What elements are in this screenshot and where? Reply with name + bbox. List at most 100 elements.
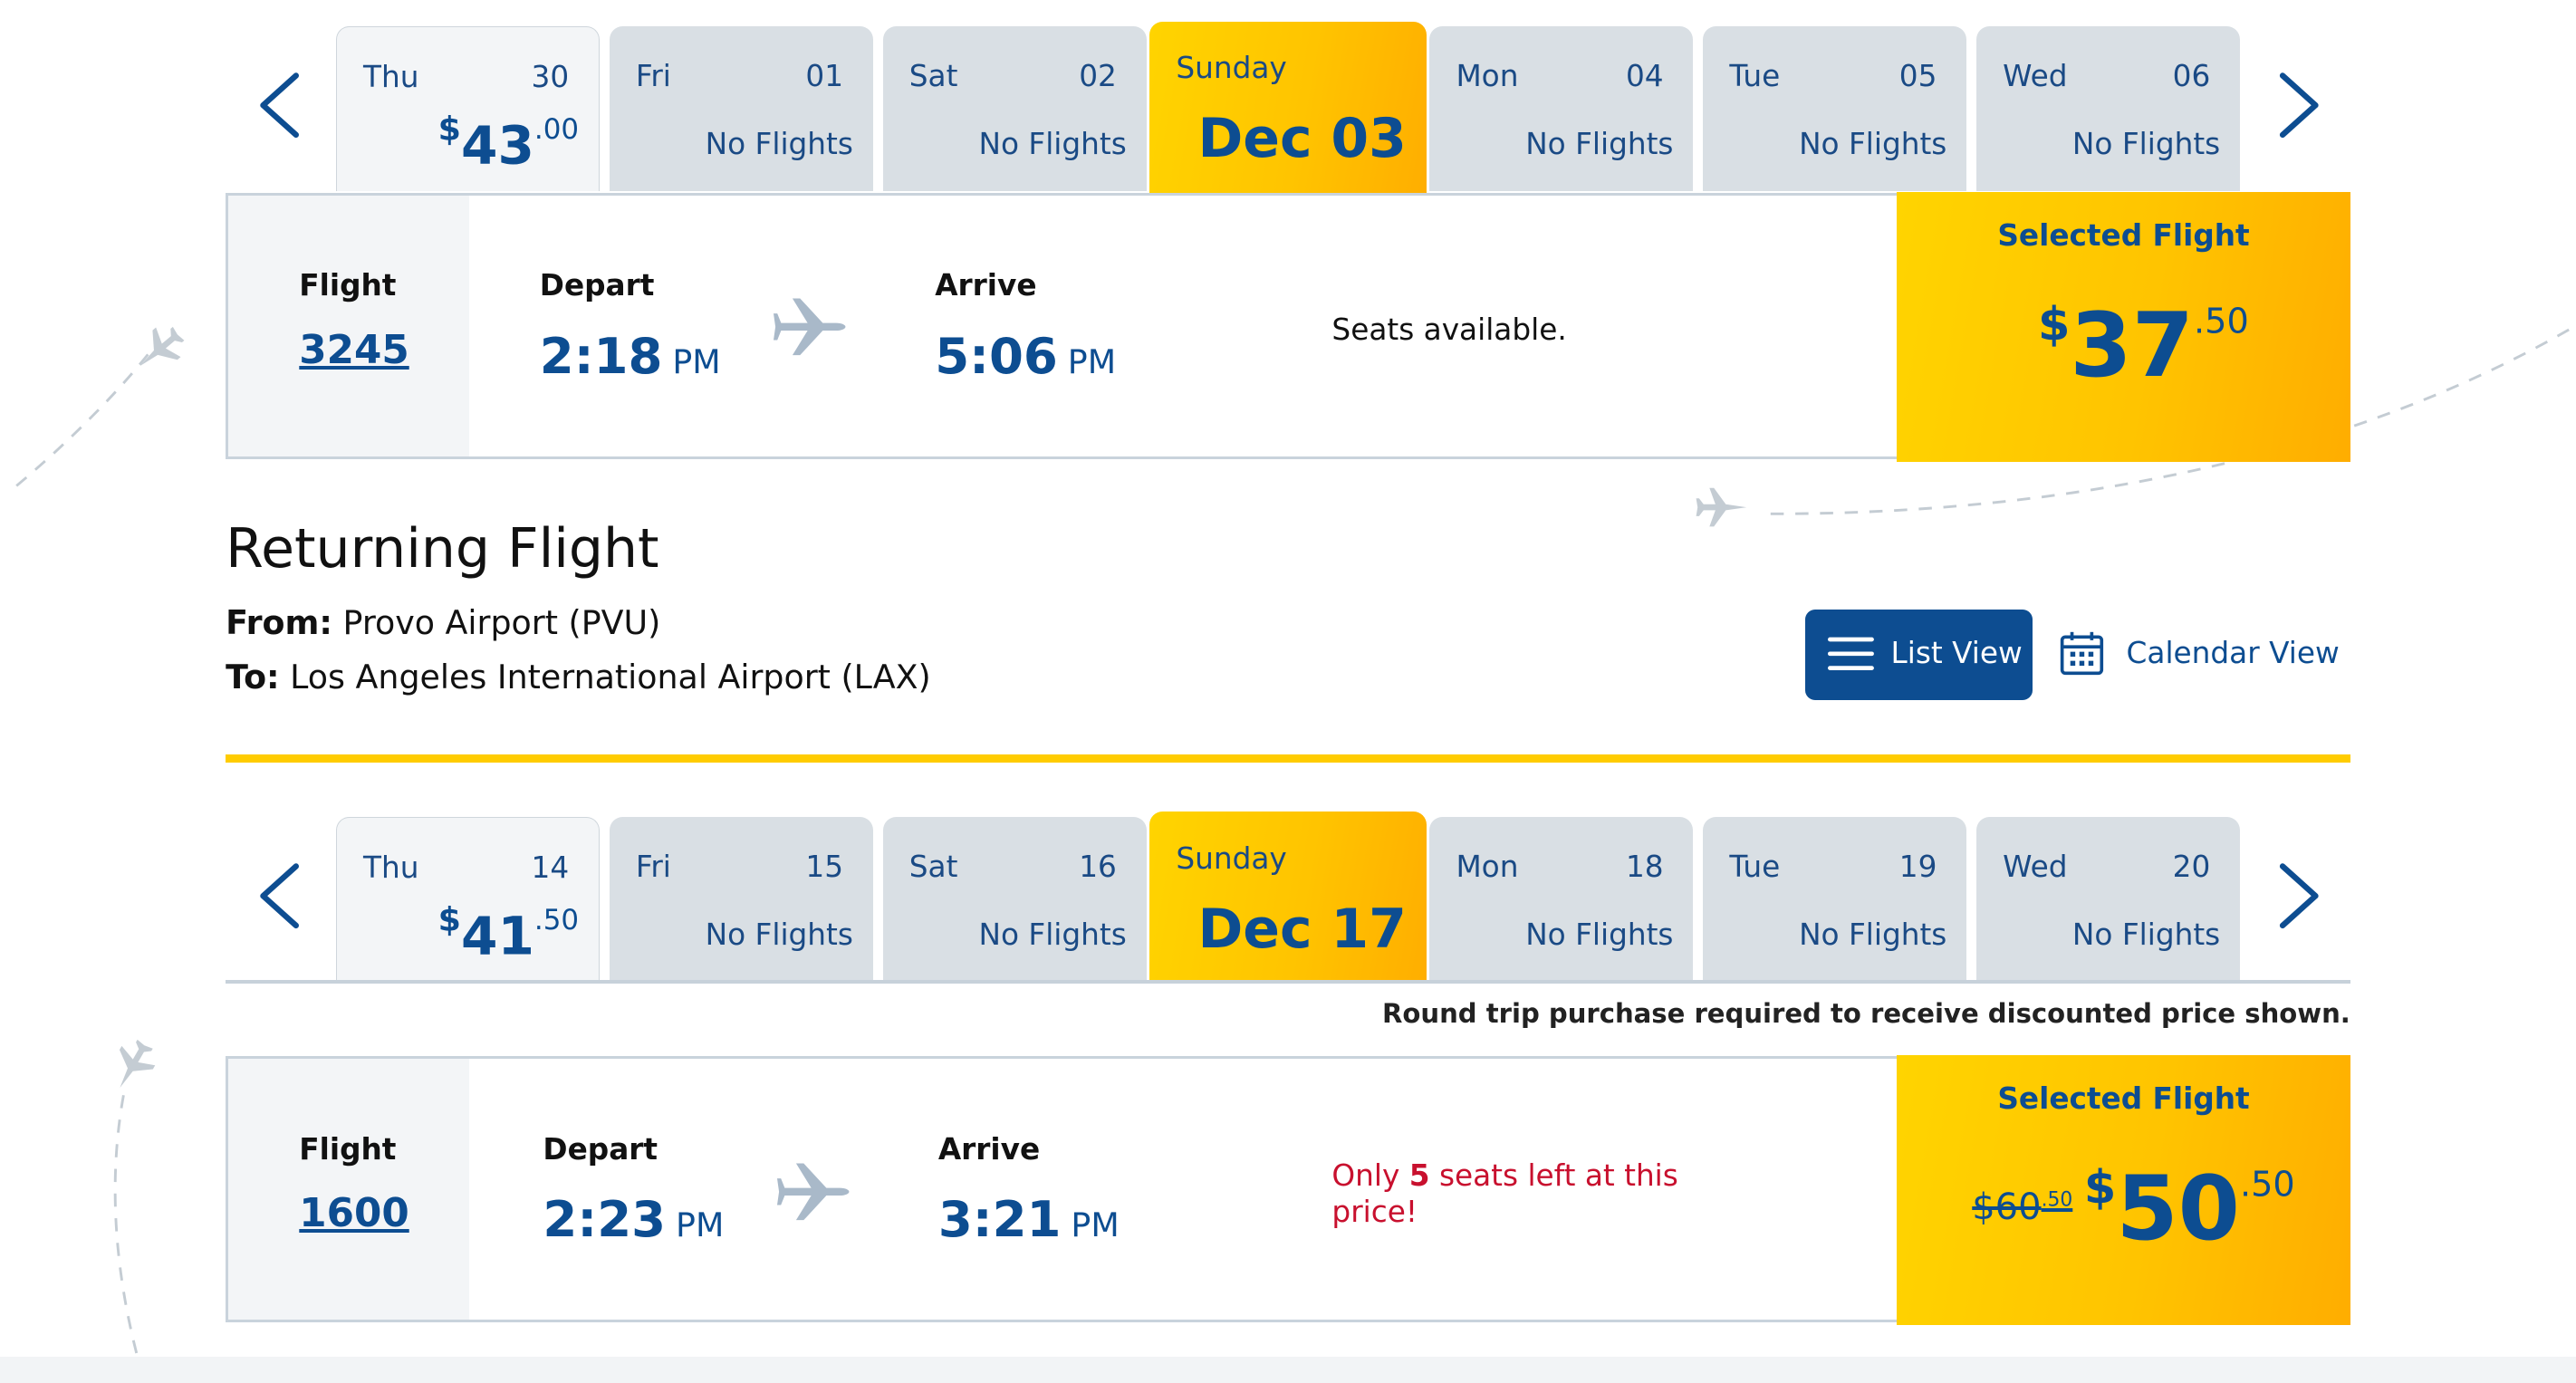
arrive-time: 5:06 PM (935, 327, 1117, 386)
chevron-left-icon (260, 863, 300, 929)
date-tab-selected-date: Dec 17 (1197, 898, 1407, 962)
return-next-dates-button[interactable] (2256, 843, 2339, 948)
depart-time: 2:18 PM (539, 327, 721, 386)
return-date-tab-selected[interactable]: Sunday Dec 17 (1149, 812, 1427, 984)
date-tab-status: No Flights (1525, 917, 1674, 952)
date-tab-status: No Flights (1799, 917, 1947, 952)
selected-flight-label: Selected Flight (1997, 1081, 2250, 1117)
selected-flight-price: $37.50 (2037, 293, 2249, 398)
date-tab-weekday: Sunday (1176, 841, 1287, 877)
date-tab-day: 02 (1079, 59, 1117, 94)
round-trip-notice: Round trip purchase required to receive … (1382, 997, 2350, 1029)
depart-time: 2:23 PM (543, 1190, 725, 1249)
depart-label: Depart (539, 267, 655, 303)
arrive-label: Arrive (937, 1132, 1041, 1167)
depart-label: Depart (543, 1132, 658, 1167)
date-tab-price: $43.00 (437, 110, 580, 177)
date-tab-weekday: Sunday (1176, 51, 1287, 86)
date-tab-weekday: Sat (908, 59, 958, 94)
selected-flight-label: Selected Flight (1997, 218, 2250, 254)
date-tab-day: 06 (2172, 59, 2211, 94)
date-tab-status: No Flights (978, 127, 1127, 162)
date-tab-weekday: Sat (908, 850, 958, 885)
return-date-tab-tue-19[interactable]: Tue 19 No Flights (1703, 816, 1967, 982)
date-tab-weekday: Fri (635, 850, 671, 885)
date-tab-day: 14 (531, 850, 570, 886)
date-tab-day: 18 (1625, 850, 1664, 885)
outbound-date-tab-wed-06[interactable]: Wed 06 No Flights (1976, 26, 2241, 191)
list-icon (1828, 637, 1875, 671)
return-date-tab-fri-15[interactable]: Fri 15 No Flights (609, 816, 873, 982)
date-tab-weekday: Fri (635, 59, 671, 94)
calendar-icon (2060, 632, 2104, 676)
return-flight-card[interactable]: Flight 1600 Depart 2:23 PM Arrive 3:21 PM … (226, 1054, 2351, 1326)
outbound-date-tab-mon-04[interactable]: Mon 04 No Flights (1429, 26, 1694, 191)
outbound-next-dates-button[interactable] (2256, 53, 2339, 158)
flight-label: Flight (299, 1132, 397, 1167)
outbound-date-tab-selected[interactable]: Sunday Dec 03 (1149, 21, 1427, 193)
chevron-left-icon (260, 72, 300, 139)
date-tab-weekday: Mon (1456, 850, 1519, 885)
flight-number-link[interactable]: 3245 (299, 327, 409, 374)
arrive-label: Arrive (935, 267, 1037, 303)
return-date-tab-sat-16[interactable]: Sat 16 No Flights (882, 816, 1147, 982)
return-date-tab-wed-20[interactable]: Wed 20 No Flights (1976, 816, 2241, 982)
route-from: From: Provo Airport (PVU) (226, 602, 661, 642)
flight-number-panel (228, 1058, 469, 1321)
flight-label: Flight (299, 267, 397, 303)
date-tab-day: 16 (1079, 850, 1117, 885)
date-tab-weekday: Wed (2003, 850, 2068, 885)
chevron-right-icon (2280, 863, 2319, 929)
route-to: To: Los Angeles International Airport (L… (226, 657, 931, 696)
selected-flight-price: $50.50 (2083, 1157, 2295, 1261)
original-price: $60.50 (1972, 1186, 2073, 1229)
date-strip-baseline (226, 979, 2350, 984)
date-tab-day: 01 (805, 59, 844, 94)
date-tab-status: No Flights (1525, 127, 1674, 162)
arrive-time: 3:21 PM (937, 1190, 1120, 1249)
outbound-date-tab-fri-01[interactable]: Fri 01 No Flights (609, 26, 873, 191)
date-tab-day: 20 (2172, 850, 2211, 885)
outbound-prev-dates-button[interactable] (240, 53, 322, 158)
page-bottom-strip (0, 1357, 2576, 1383)
seats-left-warning: Only 5 seats left at this price! (1331, 1157, 1678, 1229)
returning-flight-title: Returning Flight (226, 516, 659, 581)
outbound-date-strip: Thu 30 $43.00 Fri 01 No Flights Sat 02 N… (0, 21, 2576, 193)
date-tab-day: 04 (1625, 59, 1664, 94)
list-view-button[interactable]: List View (1804, 609, 2033, 700)
date-tab-status: No Flights (705, 127, 853, 162)
date-tab-weekday: Tue (1729, 59, 1781, 94)
return-date-tab-thu-14[interactable]: Thu 14 $41.50 (335, 816, 600, 982)
date-tab-price: $41.50 (437, 899, 580, 967)
return-prev-dates-button[interactable] (240, 843, 322, 948)
date-tab-status: No Flights (1799, 127, 1947, 162)
seats-status: Seats available. (1331, 312, 1567, 347)
flight-number-link[interactable]: 1600 (299, 1190, 409, 1237)
return-date-strip: Thu 14 $41.50 Fri 15 No Flights Sat 16 N… (0, 812, 2576, 984)
date-tab-weekday: Tue (1729, 850, 1781, 885)
airplane-icon (773, 298, 846, 356)
date-tab-weekday: Wed (2003, 59, 2068, 94)
date-tab-status: No Flights (978, 917, 1127, 952)
date-tab-day: 05 (1898, 59, 1937, 94)
outbound-date-tab-tue-05[interactable]: Tue 05 No Flights (1703, 26, 1967, 191)
selected-flight-price-box[interactable]: Selected Flight $37.50 (1896, 192, 2351, 463)
date-tab-day: 15 (805, 850, 844, 885)
return-date-tab-mon-18[interactable]: Mon 18 No Flights (1429, 816, 1694, 982)
date-tab-weekday: Thu (363, 850, 419, 886)
chevron-right-icon (2280, 72, 2319, 139)
selected-flight-price-box[interactable]: Selected Flight $60.50 $50.50 (1896, 1054, 2351, 1326)
date-tab-status: No Flights (2071, 127, 2221, 162)
calendar-view-label: Calendar View (2126, 635, 2340, 670)
date-tab-weekday: Thu (363, 60, 419, 95)
outbound-date-tab-thu-30[interactable]: Thu 30 $43.00 (335, 26, 600, 191)
outbound-date-tab-sat-02[interactable]: Sat 02 No Flights (882, 26, 1147, 191)
flight-number-panel (228, 195, 469, 457)
date-tab-status: No Flights (705, 917, 853, 952)
date-tab-day: 19 (1898, 850, 1937, 885)
list-view-label: List View (1890, 635, 2023, 670)
date-tab-selected-date: Dec 03 (1197, 107, 1407, 171)
airplane-icon (776, 1163, 850, 1221)
date-tab-status: No Flights (2071, 917, 2221, 952)
outbound-flight-card[interactable]: Flight 3245 Depart 2:18 PM Arrive 5:06 PM … (226, 192, 2351, 463)
